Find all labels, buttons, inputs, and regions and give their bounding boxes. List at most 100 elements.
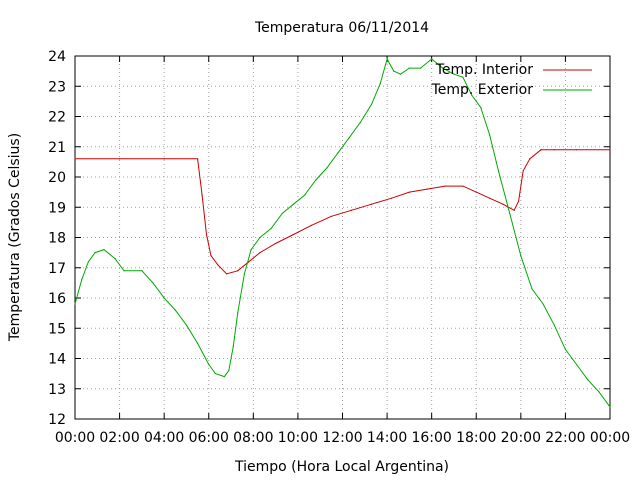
data-point [480, 106, 482, 109]
data-point [330, 215, 332, 217]
y-tick-label: 18 [48, 231, 66, 247]
x-tick-label: 18:00 [456, 430, 496, 446]
data-point [163, 297, 165, 299]
data-point [489, 134, 491, 136]
data-point [370, 103, 373, 105]
y-tick-label: 20 [48, 170, 66, 186]
data-point [210, 255, 212, 257]
x-axis-label: Tiempo (Hora Local Argentina) [234, 459, 449, 475]
data-point [575, 363, 578, 366]
tick-labels: 00:00 02:00 04:00 06:00 08:00 10:00 12:00 14:00… [48, 49, 630, 446]
data-point [386, 58, 388, 60]
data-point [337, 152, 339, 154]
x-tick-label: 00:00 [590, 430, 630, 446]
chart-title: Temperatura 06/11/2014 [254, 20, 429, 36]
data-point [408, 191, 410, 193]
data-point [163, 158, 165, 160]
data-point [270, 227, 272, 230]
legend-label-interior: Temp. Interior [435, 62, 534, 78]
x-tick-label: 16:00 [411, 430, 451, 446]
data-point [509, 212, 511, 214]
data-point [522, 170, 524, 172]
data-point [259, 252, 261, 254]
data-point [513, 209, 515, 211]
data-point [359, 121, 361, 124]
x-tick-label: 12:00 [322, 430, 362, 446]
data-point [223, 376, 225, 378]
data-point [275, 242, 277, 245]
data-point [310, 224, 312, 226]
data-point [489, 197, 491, 199]
data-point [205, 233, 208, 236]
legend-label-exterior: Temp. Exterior [431, 82, 534, 98]
y-tick-label: 12 [48, 412, 66, 428]
data-point [74, 303, 76, 305]
data-point [237, 270, 239, 272]
data-point [94, 252, 96, 254]
data-point [390, 197, 393, 199]
data-point [370, 203, 373, 205]
y-tick-label: 19 [48, 200, 66, 216]
y-tick-label: 24 [48, 49, 66, 65]
data-point [518, 200, 520, 202]
data-point [237, 312, 239, 314]
data-point [462, 185, 464, 187]
data-point [292, 233, 295, 236]
data-point [152, 282, 154, 284]
data-point [475, 191, 477, 193]
data-point [531, 288, 533, 290]
data-point [575, 149, 578, 151]
data-point [326, 167, 328, 169]
data-point [81, 279, 83, 281]
x-tick-label: 08:00 [233, 430, 273, 446]
series-line-interior [75, 149, 610, 275]
data-point [259, 236, 261, 239]
data-point [609, 149, 611, 151]
data-point [248, 261, 250, 263]
data-point [553, 149, 555, 151]
data-point [281, 212, 283, 214]
data-point [304, 194, 306, 196]
data-point [118, 158, 121, 160]
y-tick-label: 21 [48, 140, 66, 156]
data-point [214, 373, 217, 375]
data-point [462, 76, 464, 78]
legend: Temp. Interior Temp. Exterior [431, 62, 592, 98]
data-point [123, 270, 125, 272]
data-point [529, 158, 531, 160]
x-tick-label: 14:00 [367, 430, 407, 446]
data-point [444, 185, 446, 187]
x-tick-label: 00:00 [55, 430, 95, 446]
data-point [201, 194, 203, 196]
data-point [74, 158, 76, 160]
data-point [497, 170, 500, 172]
data-point [315, 179, 317, 181]
data-point [542, 303, 544, 305]
y-tick-label: 23 [48, 79, 66, 95]
y-axis-label: Temperatura (Grados Celsius) [7, 133, 23, 342]
data-point [419, 67, 422, 69]
data-point [197, 342, 199, 344]
series-line-exterior [74, 57, 611, 408]
data-point [250, 249, 252, 251]
data-point [232, 345, 234, 347]
data-point [442, 67, 444, 69]
x-tick-label: 02:00 [99, 430, 139, 446]
data-point [426, 188, 428, 190]
data-point [540, 149, 542, 151]
data-point [350, 209, 353, 211]
data-point [141, 270, 143, 272]
data-point [348, 137, 350, 139]
data-point [208, 363, 210, 366]
axis-ticks [74, 55, 611, 420]
data-point [243, 273, 246, 275]
y-tick-label: 17 [48, 261, 66, 277]
x-tick-label: 04:00 [144, 430, 184, 446]
data-point [502, 203, 504, 205]
data-point [520, 255, 522, 257]
data-point [174, 309, 176, 311]
data-point [393, 70, 395, 72]
data-point [292, 203, 295, 205]
data-point [453, 73, 455, 75]
